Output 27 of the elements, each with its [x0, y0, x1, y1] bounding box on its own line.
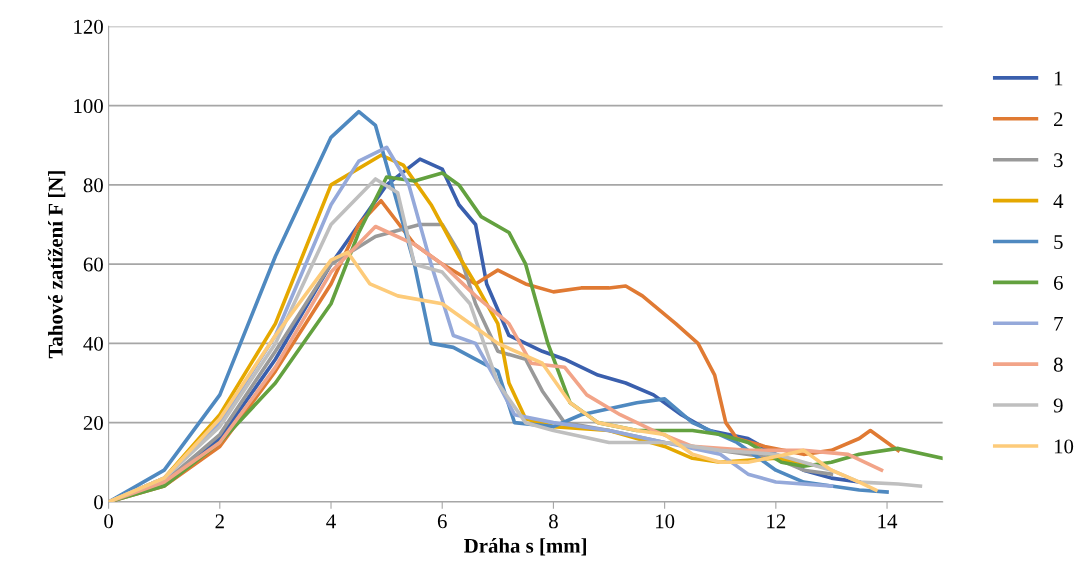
y-tick-label: 40 [83, 336, 103, 351]
legend-label: 4 [1053, 194, 1064, 208]
x-tick-label: 2 [215, 514, 224, 529]
x-tick-label: 12 [767, 514, 786, 529]
y-tick-label: 60 [83, 257, 103, 272]
y-tick-label: 20 [83, 416, 103, 431]
x-tick-label: 0 [104, 514, 114, 529]
y-axis-title: Tahové zatížení F [N] [47, 171, 66, 359]
y-tick-label: 0 [94, 495, 103, 510]
x-tick-label: 4 [326, 514, 336, 529]
legend-label: 2 [1054, 112, 1063, 127]
legend-label: 3 [1054, 153, 1063, 168]
x-tick-label: 10 [656, 514, 675, 529]
y-tick-label: 120 [74, 19, 103, 34]
y-tick-label: 100 [74, 99, 103, 114]
x-tick-label: 8 [549, 514, 558, 529]
x-tick-label: 6 [437, 514, 447, 529]
x-tick-label: 14 [878, 514, 898, 529]
legend-label: 5 [1054, 235, 1063, 249]
legend-label: 7 [1054, 316, 1063, 331]
legend-label: 1 [1054, 71, 1063, 86]
y-tick-label: 80 [83, 178, 103, 193]
legend-label: 8 [1053, 357, 1063, 372]
legend-label: 10 [1054, 439, 1074, 454]
x-axis-title: Dráha s [mm] [464, 538, 586, 556]
legend-label: 6 [1053, 275, 1063, 290]
legend-label: 9 [1053, 398, 1063, 413]
